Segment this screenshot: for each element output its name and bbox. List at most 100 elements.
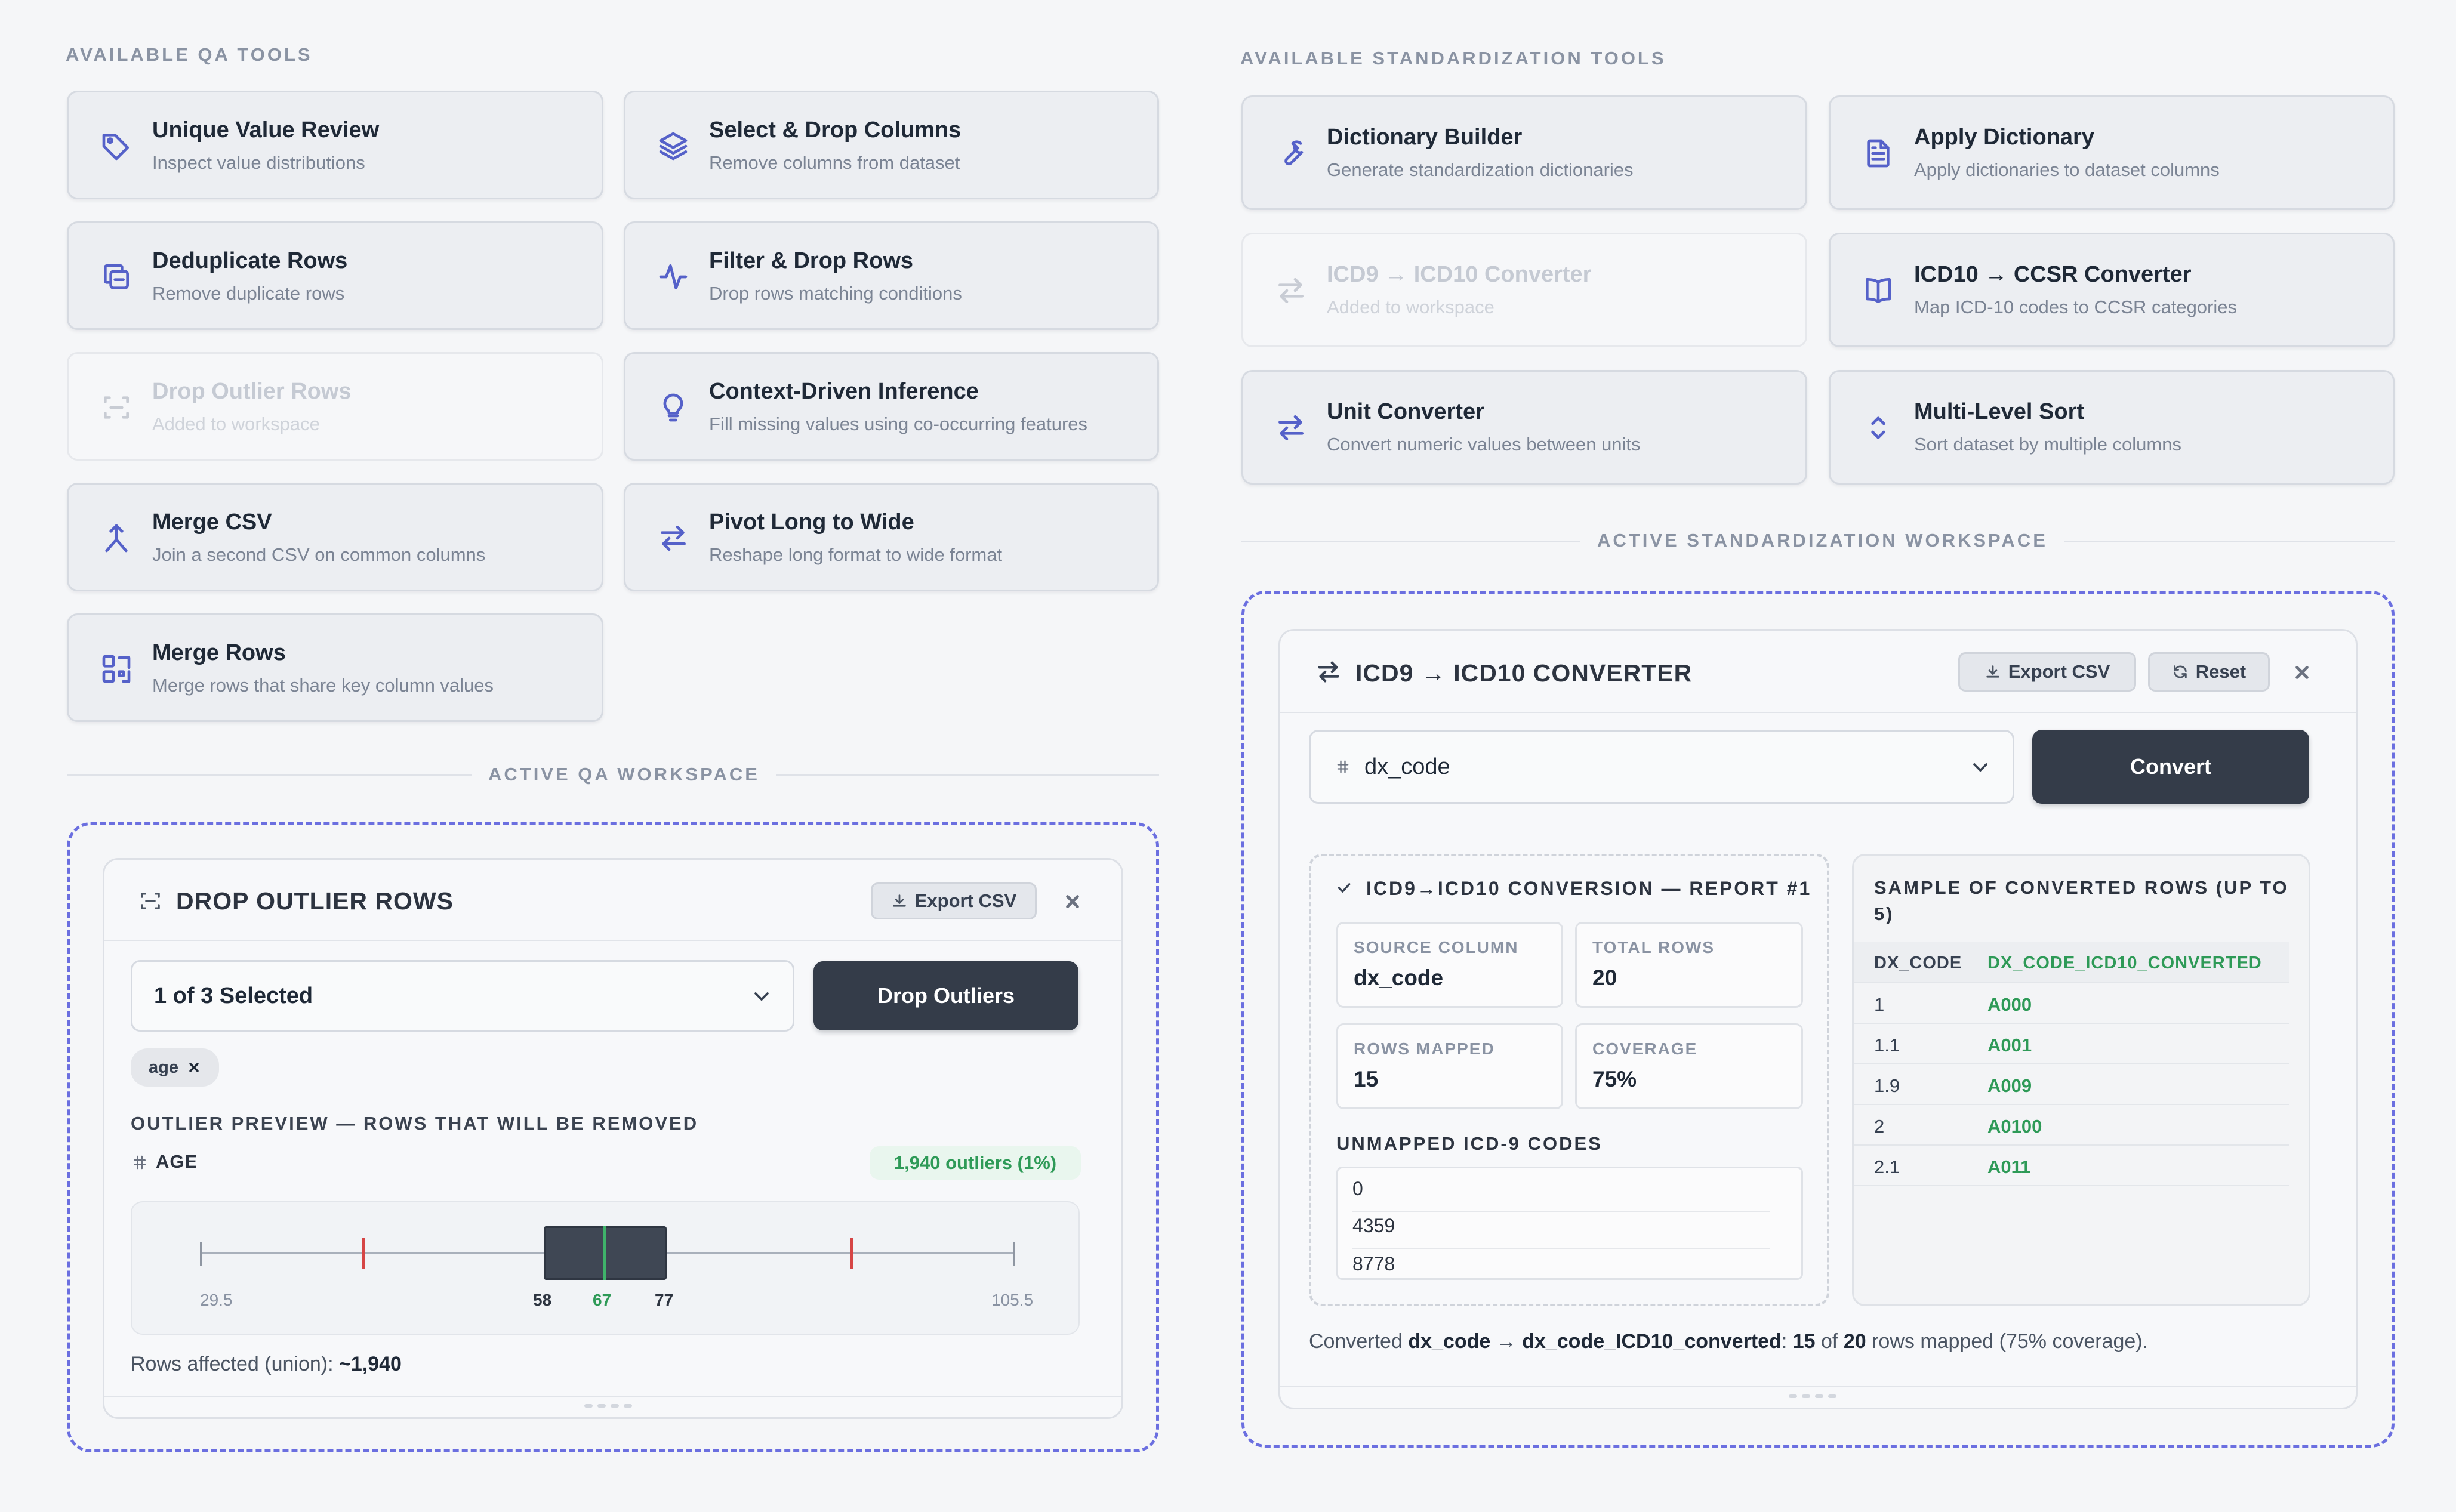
source-column-select[interactable]: dx_code	[1309, 730, 2014, 804]
panel-footer-divider	[104, 1396, 1121, 1397]
tool-card-unit-converter[interactable]: Unit Converter Convert numeric values be…	[1241, 370, 1807, 485]
tool-subtitle: Added to workspace	[1327, 297, 1494, 317]
column-multiselect[interactable]: 1 of 3 Selected	[131, 960, 794, 1032]
std-workspace-label: ACTIVE STANDARDIZATION WORKSPACE	[1580, 530, 2064, 551]
chevron-down-icon	[754, 992, 769, 1001]
q3-label: 77	[655, 1291, 674, 1309]
tool-subtitle: Fill missing values using co-occurring f…	[709, 414, 1088, 434]
tool-subtitle: Reshape long format to wide format	[709, 544, 1003, 565]
tool-subtitle: Inspect value distributions	[152, 152, 365, 173]
tool-subtitle: Added to workspace	[152, 414, 320, 434]
tool-card-multi-level-sort[interactable]: Multi-Level Sort Sort dataset by multipl…	[1829, 370, 2395, 485]
panel-header	[1280, 631, 2356, 713]
min-cap	[200, 1242, 202, 1266]
stat-label: TOTAL ROWS	[1592, 938, 1715, 956]
summary-text: Converted	[1309, 1330, 1409, 1353]
table-row: 2.1 A011	[1854, 1146, 2289, 1186]
tag-icon	[100, 129, 133, 163]
tool-subtitle: Sort dataset by multiple columns	[1914, 434, 2181, 455]
export-csv-button[interactable]: Export CSV	[871, 882, 1037, 919]
tool-card-icd10-ccsr-converter[interactable]: ICD10 → CCSR Converter Map ICD-10 codes …	[1829, 233, 2395, 347]
stat-value: 75%	[1592, 1067, 1637, 1091]
tool-subtitle: Generate standardization dictionaries	[1327, 159, 1634, 180]
export-csv-label: Export CSV	[2008, 661, 2110, 682]
table-row: 2 A0100	[1854, 1105, 2289, 1146]
tool-card-deduplicate-rows[interactable]: Deduplicate Rows Remove duplicate rows	[67, 221, 603, 330]
cell-dx-code: 1.9	[1874, 1075, 1900, 1096]
close-icon[interactable]	[2290, 661, 2314, 684]
multiselect-value: 1 of 3 Selected	[154, 983, 313, 1008]
convert-button[interactable]: Convert	[2032, 730, 2309, 804]
resize-handle[interactable]	[584, 1404, 632, 1409]
stat-label: ROWS MAPPED	[1354, 1039, 1495, 1058]
std-section-label: AVAILABLE STANDARDIZATION TOOLS	[1240, 48, 1666, 69]
lower-fence-marker	[362, 1238, 365, 1269]
drop-outlier-panel: DROP OUTLIER ROWS Export CSV 1 of 3 Sele…	[103, 858, 1123, 1419]
scan-icon	[138, 888, 163, 914]
select-value: dx_code	[1364, 754, 1450, 779]
col-header-dx-code: DX_CODE	[1874, 954, 1962, 973]
tool-title: Pivot Long to Wide	[709, 510, 914, 535]
tool-card-select-drop-columns[interactable]: Select & Drop Columns Remove columns fro…	[624, 91, 1159, 199]
min-label: 29.5	[200, 1291, 233, 1309]
table-row: 1.1 A001	[1854, 1024, 2289, 1064]
column-chip-age: age	[131, 1048, 219, 1087]
tool-card-merge-csv[interactable]: Merge CSV Join a second CSV on common co…	[67, 483, 603, 591]
boxplot-container: 29.5 58 67 77 105.5	[131, 1201, 1080, 1335]
drop-outliers-button[interactable]: Drop Outliers	[813, 961, 1078, 1030]
arrows-icon	[1274, 411, 1308, 445]
cell-dx-code: 1.1	[1874, 1035, 1900, 1056]
numeric-column-icon	[1337, 760, 1349, 773]
stat-label: COVERAGE	[1592, 1039, 1698, 1058]
tool-card-unique-value-review[interactable]: Unique Value Review Inspect value distri…	[67, 91, 603, 199]
stat-source-column: SOURCE COLUMN dx_code	[1336, 922, 1563, 1008]
tool-title: Select & Drop Columns	[709, 118, 962, 143]
sample-title: SAMPLE OF CONVERTED ROWS (UP TO 5)	[1874, 877, 2289, 924]
max-label: 105.5	[991, 1291, 1034, 1309]
panel-title: ICD9 → ICD10 CONVERTER	[1355, 659, 1693, 687]
tool-title: Dictionary Builder	[1327, 125, 1523, 150]
download-icon	[1986, 665, 1999, 678]
stat-label: SOURCE COLUMN	[1354, 938, 1519, 956]
stat-value: dx_code	[1354, 965, 1444, 990]
summary-bold: 20	[1843, 1330, 1866, 1353]
swap-icon	[657, 522, 690, 555]
activity-icon	[657, 260, 690, 294]
panel-header	[104, 860, 1121, 941]
unmapped-code: 0	[1352, 1178, 1363, 1199]
cell-dx-code: 2.1	[1874, 1156, 1900, 1177]
tool-title: Context-Driven Inference	[709, 379, 979, 404]
tool-card-pivot-long-to-wide[interactable]: Pivot Long to Wide Reshape long format t…	[624, 483, 1159, 591]
export-csv-button[interactable]: Export CSV	[1958, 652, 2136, 692]
tool-subtitle: Convert numeric values between units	[1327, 434, 1641, 455]
outlier-count-badge: 1,940 outliers (1%)	[870, 1146, 1081, 1180]
panel-title: DROP OUTLIER ROWS	[176, 887, 454, 915]
panel-footer-divider	[1280, 1386, 2356, 1387]
chip-remove-icon[interactable]	[187, 1060, 201, 1075]
stat-total-rows: TOTAL ROWS 20	[1575, 922, 1803, 1008]
summary-bold: dx_code	[1408, 1330, 1491, 1353]
unmapped-codes-list[interactable]: 0 4359 8778	[1336, 1167, 1803, 1280]
reset-label: Reset	[2195, 661, 2247, 682]
unmapped-code: 4359	[1352, 1215, 1395, 1236]
tool-title: Multi-Level Sort	[1914, 399, 2085, 424]
tool-card-context-driven-inference[interactable]: Context-Driven Inference Fill missing va…	[624, 352, 1159, 461]
tool-title: Filter & Drop Rows	[709, 248, 914, 273]
summary-text: rows mapped (75% coverage).	[1866, 1330, 2149, 1353]
tool-card-apply-dictionary[interactable]: Apply Dictionary Apply dictionaries to d…	[1829, 95, 2395, 210]
reset-button[interactable]: Reset	[2148, 652, 2270, 692]
rows-affected-text: Rows affected (union): ~1,940	[131, 1353, 402, 1376]
close-icon[interactable]	[1061, 890, 1084, 914]
tool-card-merge-rows[interactable]: Merge Rows Merge rows that share key col…	[67, 613, 603, 722]
cell-dx-code: 1	[1874, 994, 1885, 1015]
tool-title: Apply Dictionary	[1914, 125, 2094, 150]
check-icon	[1338, 883, 1351, 893]
numeric-column-icon	[134, 1155, 146, 1170]
tool-card-dictionary-builder[interactable]: Dictionary Builder Generate standardizat…	[1241, 95, 1807, 210]
resize-handle[interactable]	[1789, 1394, 1836, 1399]
tool-subtitle: Remove duplicate rows	[152, 283, 345, 304]
q1-label: 58	[533, 1291, 552, 1309]
cell-converted: A001	[1987, 1035, 2032, 1056]
tool-card-filter-drop-rows[interactable]: Filter & Drop Rows Drop rows matching co…	[624, 221, 1159, 330]
list-divider	[1352, 1248, 1770, 1249]
